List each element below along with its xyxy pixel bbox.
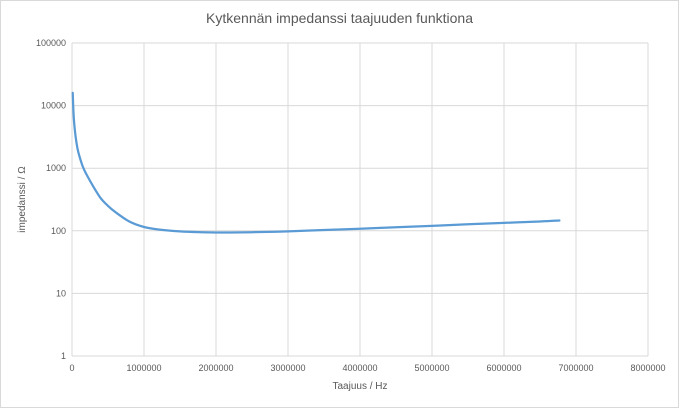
x-tick-label: 0: [69, 363, 74, 373]
y-tick-label: 10: [56, 288, 66, 298]
x-tick-label: 8000000: [630, 363, 665, 373]
x-tick-label: 4000000: [342, 363, 377, 373]
y-tick-label: 10000: [41, 101, 66, 111]
x-tick-label: 7000000: [558, 363, 593, 373]
x-tick-label: 1000000: [126, 363, 161, 373]
x-tick-label: 2000000: [198, 363, 233, 373]
chart-title: Kytkennän impedanssi taajuuden funktiona: [206, 10, 473, 26]
y-axis-title: impedanssi / Ω: [17, 166, 28, 233]
x-tick-label: 5000000: [414, 363, 449, 373]
y-tick-label: 1: [61, 351, 66, 361]
x-tick-label: 6000000: [486, 363, 521, 373]
y-tick-label: 100: [51, 226, 66, 236]
y-tick-label: 1000: [46, 163, 66, 173]
x-tick-label: 3000000: [270, 363, 305, 373]
impedance-series-line: [71, 91, 561, 234]
y-tick-label: 100000: [36, 38, 66, 48]
x-axis-title: Taajuus / Hz: [332, 381, 387, 392]
